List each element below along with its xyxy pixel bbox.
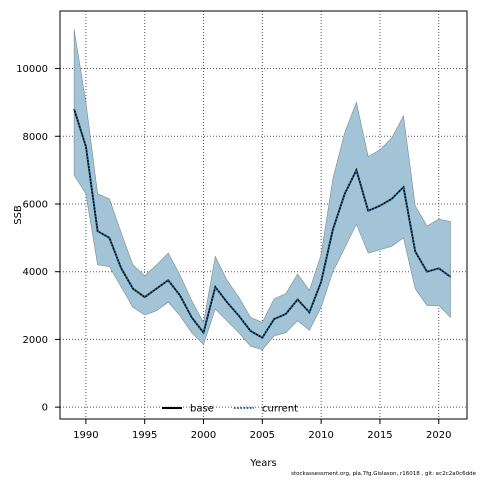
series-line-current: [73, 108, 452, 339]
confidence-band-area: [73, 29, 451, 350]
y-tick-label-8000: 8000: [23, 132, 48, 143]
x-tick-label-1990: 1990: [73, 430, 98, 441]
y-tick-label-0: 0: [42, 403, 48, 414]
y-tick-label-2000: 2000: [23, 335, 48, 346]
y-tick-label-4000: 4000: [23, 267, 48, 278]
x-tick-label-2000: 2000: [191, 430, 216, 441]
x-axis: 1990 1995 2000 2005 2010 2015 2020: [73, 419, 451, 441]
y-tick-label-6000: 6000: [23, 199, 48, 210]
x-axis-title: Years: [249, 458, 276, 469]
legend-label-base: base: [190, 404, 214, 415]
credit-text: stockassessment.org, pla.7fg.Gislason, r…: [291, 471, 476, 477]
x-tick-label-2010: 2010: [308, 430, 333, 441]
plot-frame: [59, 10, 468, 420]
legend: base current: [162, 404, 298, 415]
legend-label-current: current: [262, 404, 298, 415]
y-tick-label-10000: 10000: [16, 64, 48, 75]
x-tick-label-2005: 2005: [250, 430, 275, 441]
x-tick-label-2020: 2020: [426, 430, 451, 441]
y-axis: 0 2000 4000 6000 8000 10000: [16, 64, 60, 414]
y-axis-title: SSB: [13, 205, 24, 225]
series-lines: [73, 108, 452, 339]
x-tick-label-2015: 2015: [367, 430, 392, 441]
confidence-band: [73, 29, 451, 350]
x-tick-label-1995: 1995: [132, 430, 157, 441]
